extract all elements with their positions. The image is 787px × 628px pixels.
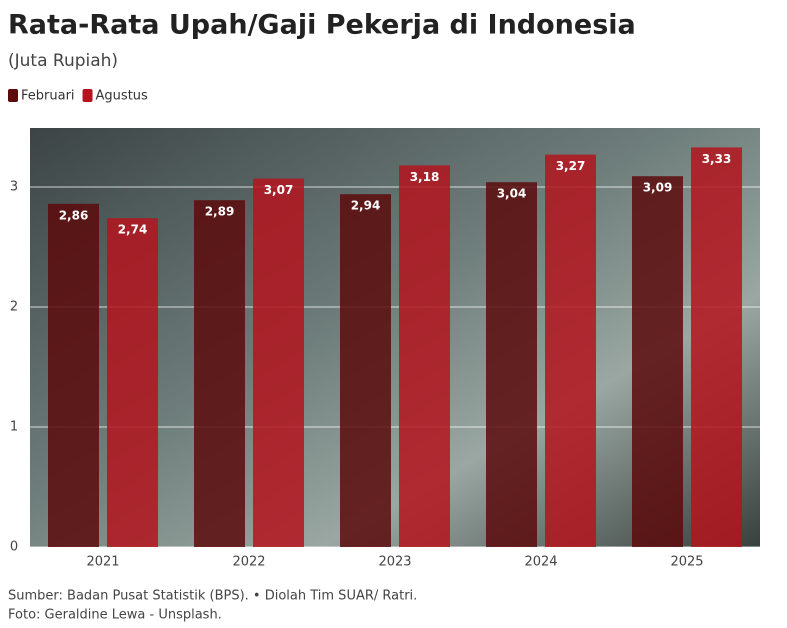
value-label: 2,74 [118, 223, 148, 237]
bar [545, 154, 596, 547]
y-tick-label: 1 [10, 420, 18, 435]
bar [253, 178, 304, 547]
legend-label: Februari [21, 89, 75, 104]
chart-subtitle: (Juta Rupiah) [8, 51, 118, 71]
value-label: 2,89 [205, 205, 235, 219]
value-label: 3,33 [702, 152, 732, 166]
legend-label: Agustus [96, 89, 148, 104]
value-label: 3,18 [410, 170, 440, 184]
legend-swatch [8, 89, 18, 102]
x-tick-label: 2025 [670, 555, 703, 570]
photo-credit: Foto: Geraldine Lewa - Unsplash. [8, 608, 222, 623]
value-label: 3,27 [556, 159, 586, 173]
legend-swatch [82, 89, 93, 102]
bar [399, 165, 450, 547]
bar [340, 194, 391, 547]
value-label: 3,09 [643, 181, 673, 195]
value-label: 2,86 [59, 208, 89, 222]
value-label: 3,04 [497, 187, 527, 201]
bar [691, 147, 742, 547]
bar [194, 200, 245, 547]
chart-title: Rata-Rata Upah/Gaji Pekerja di Indonesia [8, 10, 636, 41]
bar [48, 203, 99, 548]
y-tick-label: 3 [10, 180, 18, 195]
bar [632, 176, 683, 547]
bar [486, 182, 537, 547]
x-tick-label: 2023 [378, 555, 411, 570]
bar [107, 218, 158, 547]
y-tick-label: 0 [10, 540, 18, 555]
x-tick-label: 2022 [232, 555, 265, 570]
x-tick-label: 2021 [86, 555, 119, 570]
value-label: 2,94 [351, 199, 381, 213]
x-tick-label: 2024 [524, 555, 557, 570]
value-label: 3,07 [264, 183, 294, 197]
source-note: Sumber: Badan Pusat Statistik (BPS). • D… [8, 589, 417, 604]
y-tick-label: 2 [10, 300, 18, 315]
